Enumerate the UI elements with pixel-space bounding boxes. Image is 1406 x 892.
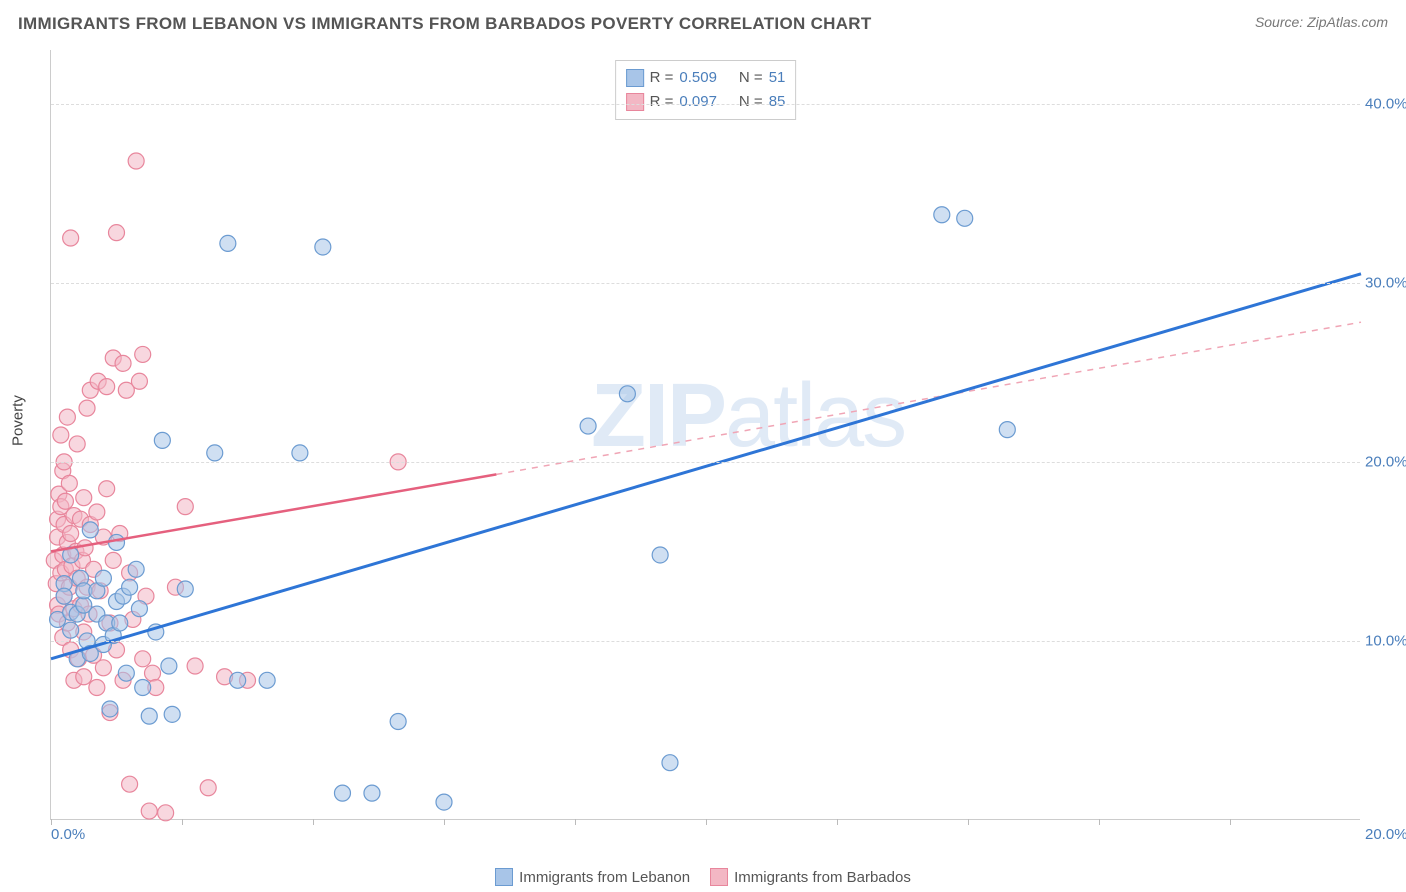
legend-label-b: Immigrants from Barbados: [734, 869, 911, 886]
x-tick: [313, 819, 314, 825]
x-tick: [444, 819, 445, 825]
gridline: [51, 462, 1360, 463]
legend-stats-row-a: R = 0.509 N = 51: [626, 66, 786, 90]
x-tick: [51, 819, 52, 825]
x-tick: [182, 819, 183, 825]
legend-stats: R = 0.509 N = 51 R = 0.097 N = 85: [615, 60, 797, 120]
y-tick-label: 40.0%: [1365, 95, 1406, 112]
swatch-b-icon: [626, 93, 644, 111]
legend-label-a: Immigrants from Lebanon: [519, 869, 690, 886]
gridline: [51, 104, 1360, 105]
legend-series: Immigrants from Lebanon Immigrants from …: [0, 868, 1406, 886]
chart-title: IMMIGRANTS FROM LEBANON VS IMMIGRANTS FR…: [18, 14, 872, 34]
y-axis-title: Poverty: [10, 395, 27, 446]
x-tick: [1230, 819, 1231, 825]
swatch-b-icon: [710, 868, 728, 886]
plot-svg: [51, 50, 1360, 819]
x-tick: [837, 819, 838, 825]
swatch-a-icon: [626, 69, 644, 87]
x-tick: [1099, 819, 1100, 825]
y-tick-label: 10.0%: [1365, 632, 1406, 649]
x-tick: [968, 819, 969, 825]
legend-item-b: Immigrants from Barbados: [710, 868, 911, 886]
chart-source: Source: ZipAtlas.com: [1255, 14, 1388, 30]
x-tick: [706, 819, 707, 825]
x-tick: [575, 819, 576, 825]
legend-stats-row-b: R = 0.097 N = 85: [626, 90, 786, 114]
y-tick-label: 20.0%: [1365, 453, 1406, 470]
legend-item-a: Immigrants from Lebanon: [495, 868, 690, 886]
chart-header: IMMIGRANTS FROM LEBANON VS IMMIGRANTS FR…: [18, 14, 1388, 34]
x-tick-label: 0.0%: [51, 826, 85, 843]
gridline: [51, 283, 1360, 284]
plot-area: ZIPatlas R = 0.509 N = 51 R = 0.097 N = …: [50, 50, 1360, 820]
gridline: [51, 641, 1360, 642]
y-tick-label: 30.0%: [1365, 274, 1406, 291]
swatch-a-icon: [495, 868, 513, 886]
x-tick-label: 20.0%: [1365, 826, 1406, 843]
